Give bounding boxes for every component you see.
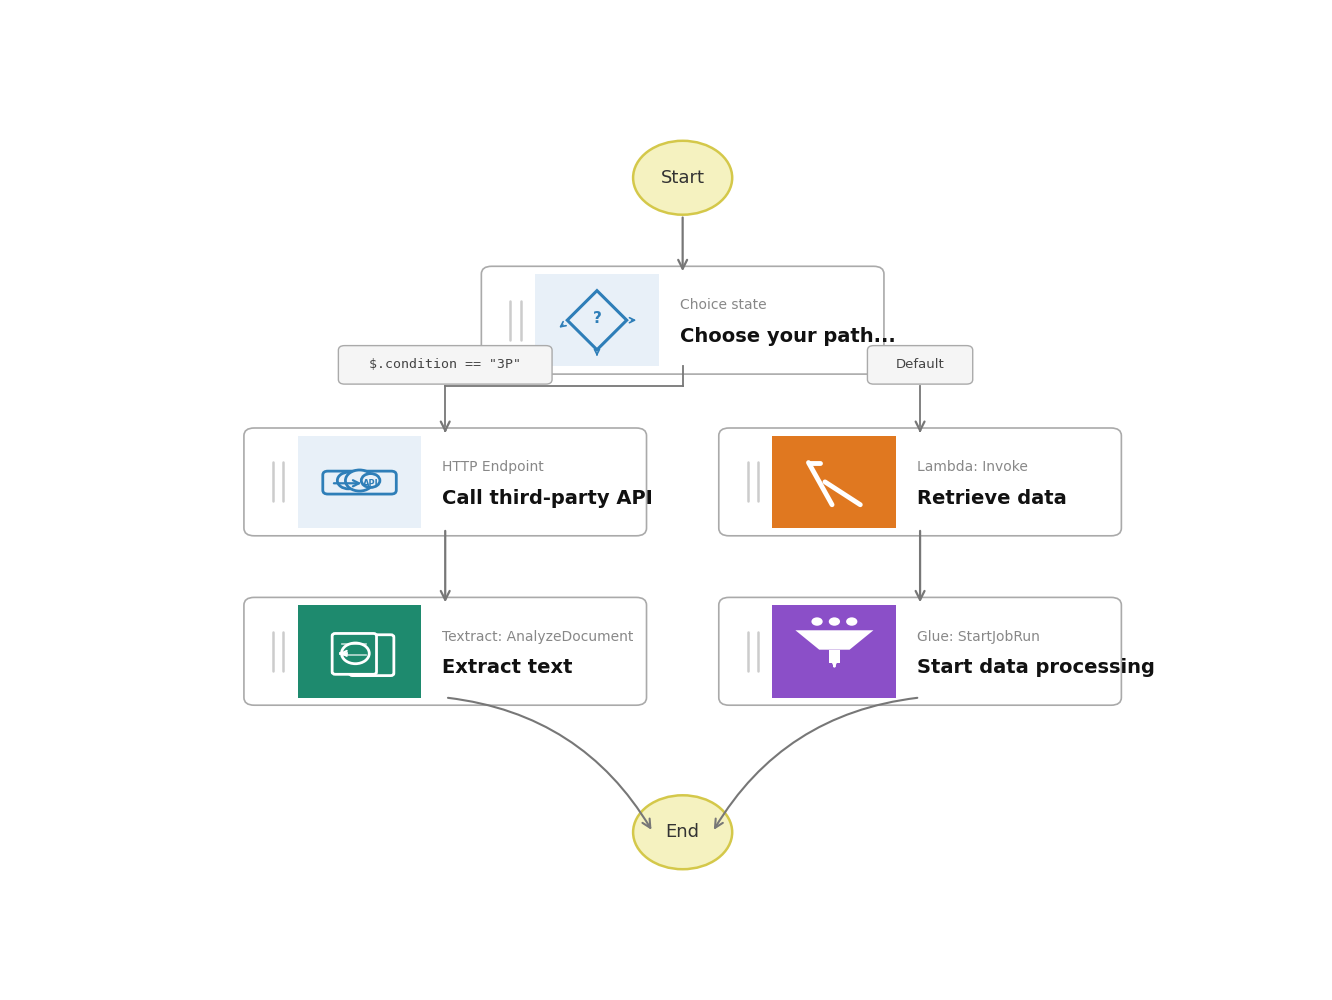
Text: End: End — [666, 823, 699, 841]
Polygon shape — [795, 630, 874, 650]
FancyBboxPatch shape — [244, 597, 646, 705]
Text: HTTP Endpoint: HTTP Endpoint — [442, 460, 543, 474]
Bar — [773, 436, 896, 528]
Text: Extract text: Extract text — [442, 658, 573, 677]
Text: Call third-party API: Call third-party API — [442, 489, 653, 508]
Circle shape — [633, 141, 733, 215]
Circle shape — [345, 470, 374, 491]
Bar — [297, 436, 421, 528]
Circle shape — [829, 617, 840, 626]
Circle shape — [361, 474, 380, 487]
Circle shape — [846, 617, 858, 626]
Text: Start: Start — [661, 169, 705, 187]
Bar — [297, 605, 421, 698]
Text: Lambda: Invoke: Lambda: Invoke — [916, 460, 1028, 474]
Text: API: API — [362, 479, 378, 488]
Bar — [535, 274, 659, 366]
Text: Choose your path...: Choose your path... — [679, 327, 895, 346]
Text: Start data processing: Start data processing — [916, 658, 1155, 677]
Text: $.condition == "3P": $.condition == "3P" — [369, 358, 521, 371]
Circle shape — [337, 472, 360, 489]
Text: Choice state: Choice state — [679, 298, 766, 312]
Text: ?: ? — [593, 311, 602, 326]
FancyBboxPatch shape — [481, 266, 884, 374]
FancyBboxPatch shape — [867, 346, 972, 384]
FancyBboxPatch shape — [338, 346, 551, 384]
FancyBboxPatch shape — [244, 428, 646, 536]
Text: Textract: AnalyzeDocument: Textract: AnalyzeDocument — [442, 630, 634, 644]
FancyBboxPatch shape — [830, 650, 839, 663]
Text: Retrieve data: Retrieve data — [916, 489, 1067, 508]
FancyBboxPatch shape — [719, 428, 1122, 536]
Text: Default: Default — [895, 358, 944, 371]
FancyBboxPatch shape — [332, 633, 377, 674]
Bar — [773, 605, 896, 698]
Circle shape — [633, 795, 733, 869]
Circle shape — [811, 617, 823, 626]
FancyBboxPatch shape — [719, 597, 1122, 705]
Text: Glue: StartJobRun: Glue: StartJobRun — [916, 630, 1040, 644]
